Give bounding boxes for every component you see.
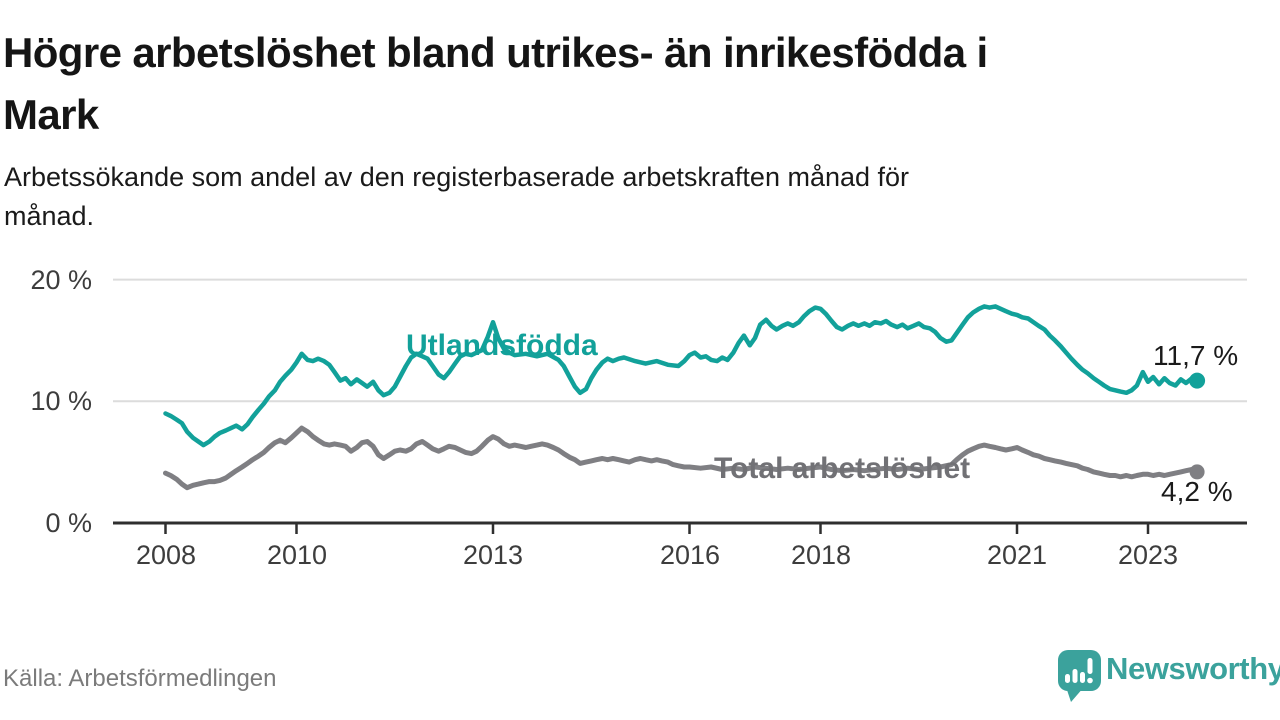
newsworthy-logo-text: Newsworthy [1106,651,1280,686]
x-tick-label-2008: 2008 [135,540,197,570]
x-tick-label-2013: 2013 [462,540,524,570]
series-end-dot-utlandsfodda [1189,372,1206,389]
x-tick-label-2018: 2018 [790,540,852,570]
series-line-utlandsfodda [163,304,1200,448]
page-subtitle: Arbetssökande som andel av den registerb… [4,162,910,232]
x-tick-label-2010: 2010 [266,540,328,570]
series-line-total [163,425,1200,491]
series-end-dot-total [1189,464,1205,480]
y-tick-label-10: 10 % [30,386,92,416]
x-tick-label-2021: 2021 [986,540,1048,570]
x-tick-label-2023: 2023 [1117,540,1179,570]
page-title: Högre arbetslöshet bland utrikes- än inr… [3,29,988,138]
series-label-utlandsfodda: Utlandsfödda [406,329,598,362]
end-value-total: 4,2 % [1161,476,1233,507]
y-tick-label-0: 0 % [45,508,92,538]
newsworthy-logo-icon [1058,650,1101,702]
end-value-utlandsfodda: 11,7 % [1153,340,1239,371]
series-label-total-arbetsloshet: Total arbetslöshet [714,452,971,485]
y-tick-label-20: 20 % [30,265,92,295]
x-tick-label-2016: 2016 [659,540,721,570]
source-note: Källa: Arbetsförmedlingen [3,665,277,692]
